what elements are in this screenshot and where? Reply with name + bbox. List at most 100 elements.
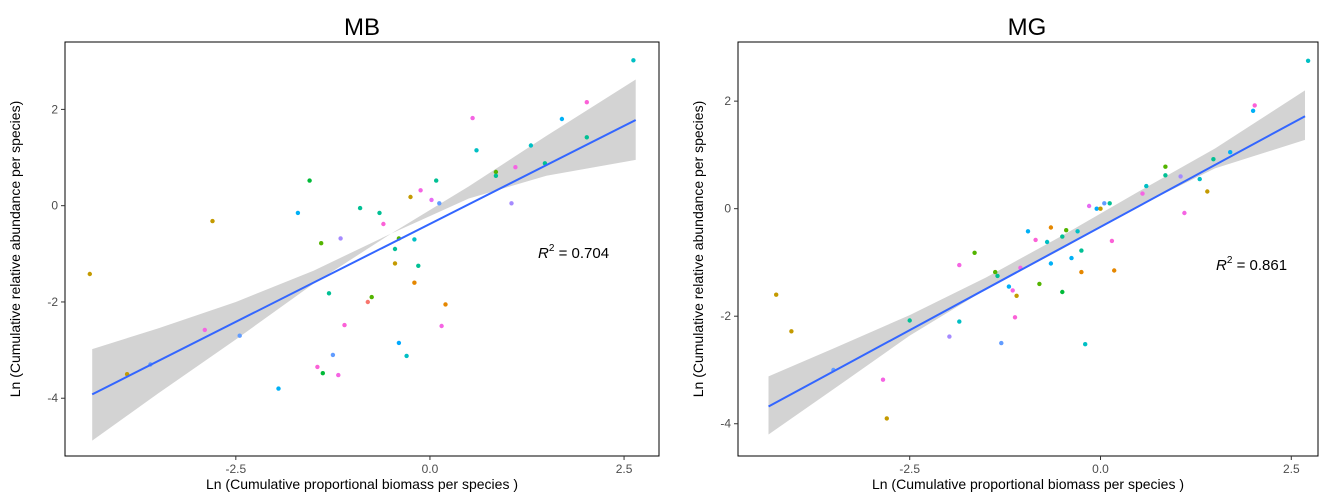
data-point: [957, 262, 962, 268]
data-point: [631, 58, 636, 63]
y-axis-label: Ln (Cumulative relative abundance per sp…: [690, 101, 706, 398]
data-point: [1079, 269, 1084, 275]
data-point: [1228, 150, 1233, 155]
data-point: [202, 327, 207, 333]
data-point: [1182, 210, 1187, 216]
data-point: [1109, 238, 1115, 244]
data-point: [412, 237, 417, 242]
data-point: [470, 115, 475, 121]
data-point: [1060, 234, 1065, 239]
data-point: [1086, 203, 1092, 209]
data-point: [392, 246, 398, 252]
data-point: [1211, 157, 1216, 162]
data-point: [392, 261, 398, 266]
plot-border: [737, 41, 1319, 457]
data-point: [338, 236, 343, 241]
data-point: [1112, 268, 1117, 273]
data-point: [1250, 108, 1256, 114]
r-squared-annotation: R2 = 0.704: [538, 243, 609, 262]
data-point: [1305, 58, 1311, 63]
data-point: [1012, 315, 1018, 320]
data-point: [330, 352, 336, 358]
data-point: [365, 299, 370, 305]
data-point: [474, 148, 479, 153]
data-point: [584, 100, 589, 105]
data-point: [416, 263, 421, 268]
chart-title: MG: [1008, 14, 1047, 41]
data-point: [528, 143, 534, 148]
x-axis-label: Ln (Cumulative proportional biomass per …: [206, 476, 518, 492]
data-point: [1037, 281, 1042, 287]
data-point: [396, 340, 402, 346]
y-axis-label: Ln (Cumulative relative abundance per sp…: [7, 101, 23, 398]
data-point: [1006, 284, 1012, 289]
data-point: [1197, 176, 1202, 182]
data-point: [1048, 225, 1054, 230]
data-point: [336, 372, 341, 378]
data-point: [295, 210, 301, 216]
x-tick-label: 2.5: [1283, 462, 1300, 476]
data-point: [509, 201, 514, 206]
data-point: [972, 250, 977, 255]
data-point: [559, 116, 565, 122]
data-point: [320, 371, 325, 376]
y-tick-label: 0: [51, 199, 58, 213]
data-point: [418, 188, 423, 193]
chart-title: MB: [344, 14, 380, 41]
x-tick-label: 2.5: [616, 462, 633, 476]
data-point: [1069, 255, 1074, 261]
data-point: [513, 165, 518, 170]
data-point: [1094, 206, 1099, 211]
data-point: [957, 319, 962, 324]
data-point: [87, 271, 93, 277]
data-point: [493, 173, 499, 178]
data-point: [1079, 248, 1084, 253]
data-point: [1144, 183, 1149, 189]
x-tick-label: -2.5: [899, 462, 920, 476]
data-point: [437, 201, 442, 206]
confidence-band: [92, 79, 636, 441]
data-point: [1163, 164, 1168, 169]
y-tick-label: 2: [724, 94, 731, 108]
data-point: [789, 329, 794, 334]
data-point: [1252, 103, 1257, 108]
panel-mg: MG -2.5 0.0 2.5 -4 -2 0 2 Ln (Cumulative proport…: [690, 14, 1319, 492]
x-tick-label: 0.0: [422, 462, 439, 476]
data-point: [584, 135, 589, 140]
data-point: [774, 292, 779, 297]
data-point: [1044, 239, 1050, 245]
data-point: [404, 353, 409, 359]
data-point: [439, 323, 444, 329]
x-tick-label: -2.5: [225, 462, 246, 476]
data-point: [880, 377, 886, 382]
x-tick-label: 0.0: [1092, 462, 1109, 476]
data-point: [995, 273, 1000, 279]
y-tick-label: -2: [47, 295, 58, 309]
data-point: [1107, 201, 1112, 206]
data-point: [315, 364, 320, 370]
panel-mb: MB -2.5 0.0 2.5 -4 -2 0 2 Ln (Cumulative proport…: [7, 14, 660, 492]
data-point: [443, 302, 448, 307]
data-point: [434, 178, 439, 183]
data-point: [326, 291, 332, 296]
data-point: [369, 294, 374, 300]
data-point: [1102, 201, 1107, 206]
data-point: [237, 333, 242, 338]
data-point: [493, 169, 499, 175]
data-point: [1083, 342, 1088, 347]
data-point: [999, 340, 1004, 346]
data-point: [1014, 293, 1019, 298]
data-point: [319, 241, 324, 246]
data-point: [429, 197, 434, 203]
data-point: [884, 416, 889, 421]
data-point: [1098, 206, 1103, 211]
y-tick-label: 0: [724, 202, 731, 216]
data-point: [1178, 174, 1183, 179]
data-point: [1163, 173, 1168, 178]
r-squared-annotation: R2 = 0.861: [1216, 255, 1287, 274]
data-point: [412, 280, 417, 285]
y-tick-label: -2: [720, 309, 731, 323]
regression-line: [91, 119, 637, 396]
data-point: [1010, 288, 1015, 293]
